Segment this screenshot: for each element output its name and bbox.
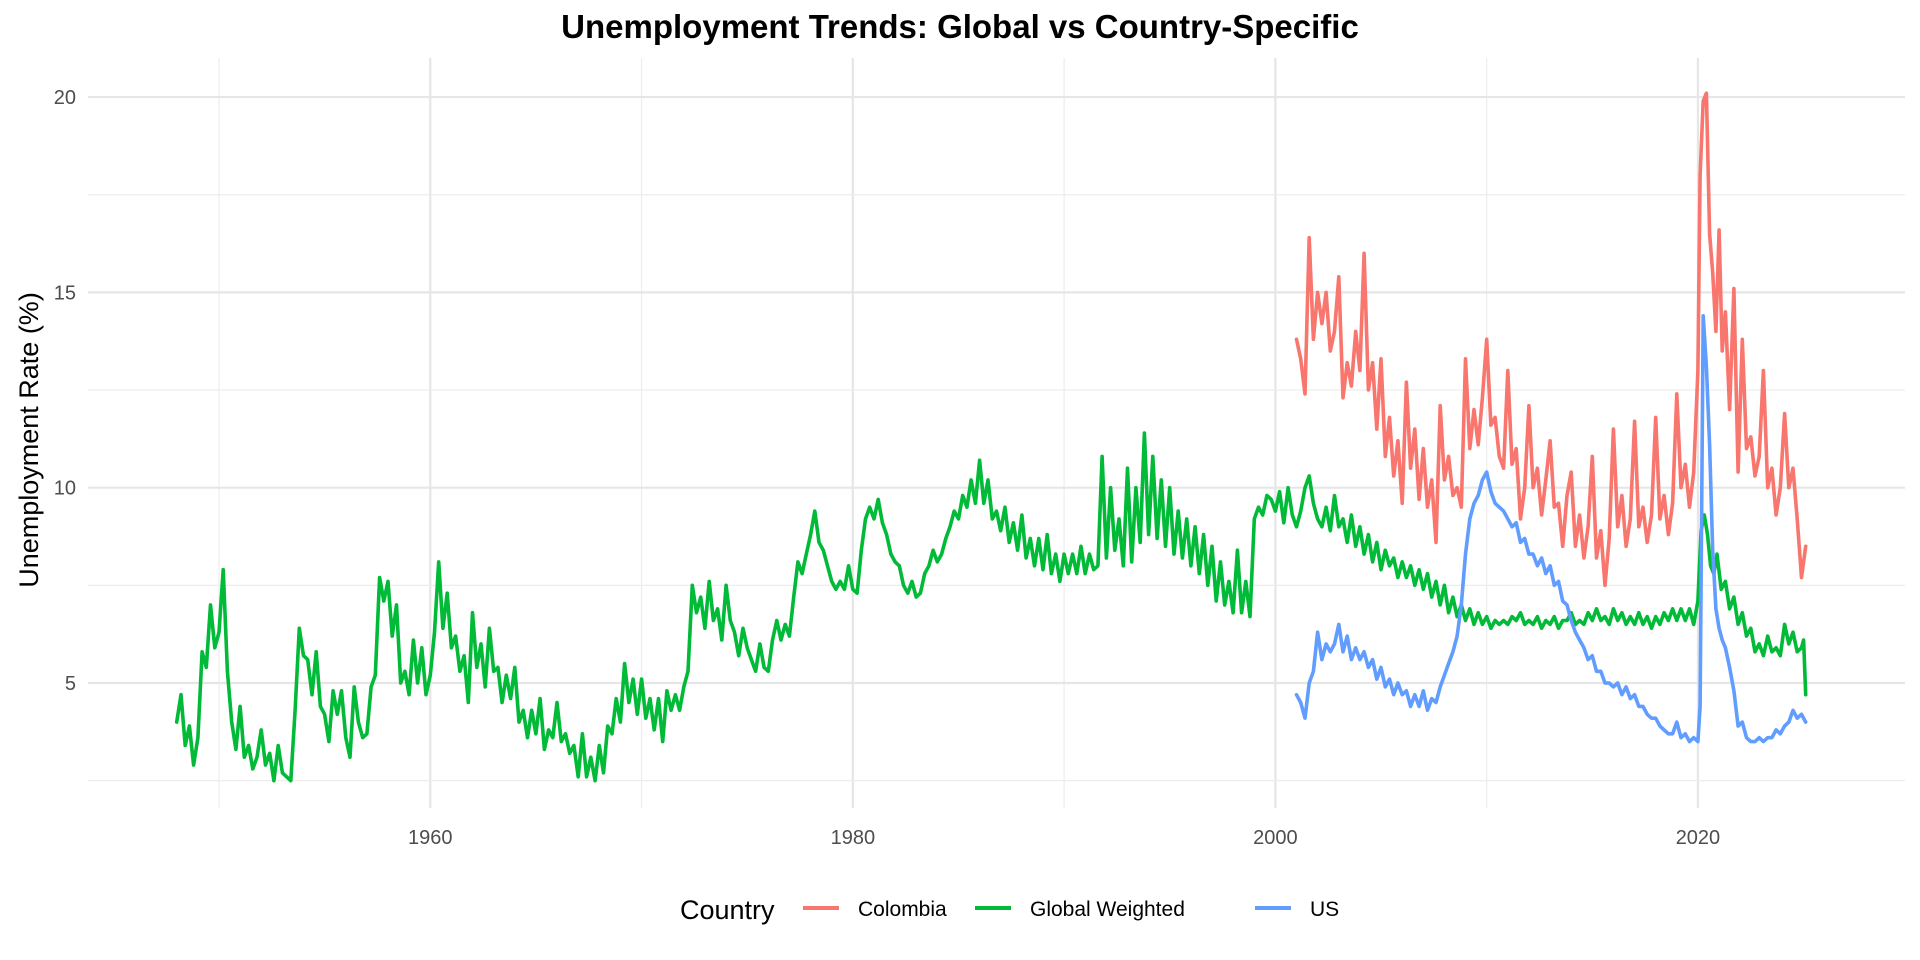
legend-label: US [1310, 898, 1339, 921]
series-line-us [1294, 314, 1808, 744]
chart-title: Unemployment Trends: Global vs Country-S… [561, 8, 1359, 45]
legend-label: Global Weighted [1030, 898, 1185, 921]
grid [88, 58, 1905, 808]
y-tick-label: 10 [54, 478, 76, 500]
x-tick-label: 2020 [1676, 827, 1721, 849]
y-axis-title: Unemployment Rate (%) [14, 292, 44, 588]
series-line-colombia [1294, 91, 1808, 588]
y-tick-label: 15 [54, 282, 76, 304]
y-tick-label: 20 [54, 87, 76, 109]
legend-items: Colombia Global Weighted US [803, 898, 1339, 921]
legend-label: Colombia [858, 898, 947, 921]
y-tick-label: 5 [65, 673, 76, 695]
series-line-global-weighted [174, 431, 1808, 783]
legend-title: Country [680, 895, 775, 925]
x-tick-label: 1980 [831, 827, 876, 849]
series-lines [174, 91, 1808, 783]
legend: Country Colombia Global Weighted US [680, 895, 1339, 925]
x-tick-label: 2000 [1253, 827, 1298, 849]
y-axis-tick-labels: 5 10 15 20 [54, 87, 76, 695]
x-tick-label: 1960 [408, 827, 453, 849]
x-axis-tick-labels: 1960 1980 2000 2020 [408, 827, 1720, 849]
